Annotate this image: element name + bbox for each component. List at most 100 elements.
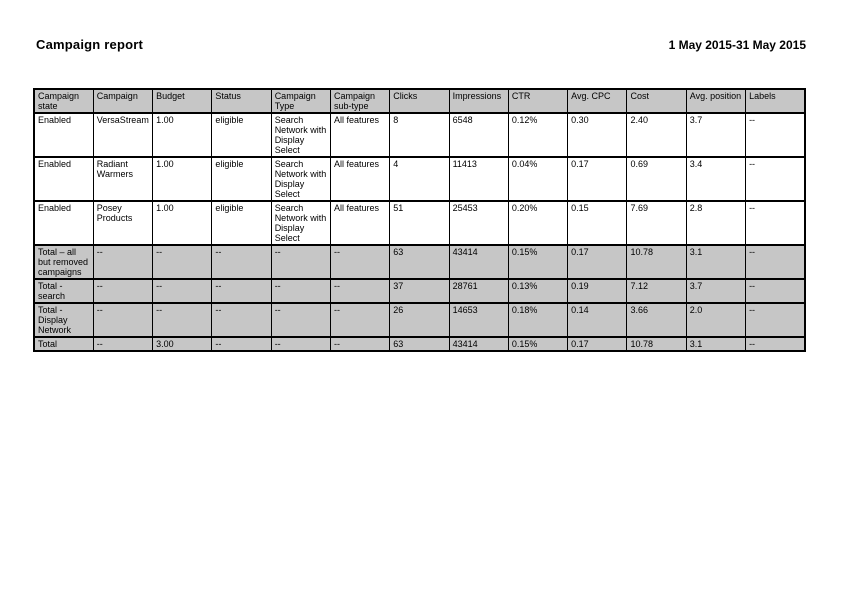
total-cell: 3.1 — [685, 244, 747, 280]
table-cell: -- — [745, 112, 806, 158]
total-cell: 43414 — [448, 336, 509, 352]
column-header: Impressions — [448, 88, 509, 114]
total-cell: -- — [211, 302, 272, 338]
table-cell: 7.69 — [626, 200, 687, 246]
column-header: Avg. position — [685, 88, 747, 114]
table-cell: eligible — [211, 200, 272, 246]
total-cell: 7.12 — [626, 278, 687, 304]
column-header: Labels — [745, 88, 806, 114]
total-cell: -- — [211, 278, 272, 304]
table-cell: 1.00 — [152, 112, 213, 158]
total-cell: 10.78 — [626, 244, 687, 280]
column-header: Clicks — [389, 88, 450, 114]
table-cell: 8 — [389, 112, 450, 158]
table-cell: eligible — [211, 156, 272, 202]
table-cell: 2.40 — [626, 112, 687, 158]
table-cell: 25453 — [448, 200, 509, 246]
table-header: Campaign state Campaign Budget Status Campai… — [33, 88, 806, 114]
column-header: Avg. CPC — [567, 88, 628, 114]
total-cell: Total - Display Network — [33, 302, 94, 338]
total-cell: 0.19 — [567, 278, 628, 304]
table-cell: Enabled — [33, 200, 94, 246]
table-cell: 51 — [389, 200, 450, 246]
total-cell: 2.0 — [685, 302, 747, 338]
total-cell: -- — [745, 244, 806, 280]
total-cell: 37 — [389, 278, 450, 304]
table-cell: Enabled — [33, 156, 94, 202]
table-cell: 0.69 — [626, 156, 687, 202]
total-cell: Total – all but removed campaigns — [33, 244, 94, 280]
table-cell: All features — [329, 200, 391, 246]
table-row: Enabled Radiant Warmers 1.00 eligible Search… — [33, 156, 806, 202]
total-row: Total - Display Network -- -- -- -- -- 26 14653… — [33, 302, 806, 338]
table-body: Enabled VersaStream 1.00 eligible Search Net… — [33, 112, 806, 352]
total-cell: Total - search — [33, 278, 94, 304]
table-cell: Search Network with Display Select — [270, 200, 331, 246]
column-header: CTR — [507, 88, 569, 114]
table-cell: 0.17 — [567, 156, 628, 202]
column-header: Campaign sub-type — [329, 88, 391, 114]
total-cell: 0.13% — [507, 278, 569, 304]
total-row: Total -- 3.00 -- -- -- 63 43414 0.15% 0.17 10.78 3.… — [33, 336, 806, 352]
total-cell: 0.15% — [507, 336, 569, 352]
total-cell: -- — [211, 336, 272, 352]
total-cell: 0.17 — [567, 244, 628, 280]
total-cell: 3.66 — [626, 302, 687, 338]
total-cell: -- — [152, 302, 213, 338]
total-cell: -- — [211, 244, 272, 280]
total-cell: -- — [329, 278, 391, 304]
total-cell: 26 — [389, 302, 450, 338]
total-cell: -- — [329, 302, 391, 338]
total-row: Total – all but removed campaigns -- -- -- -… — [33, 244, 806, 280]
table-cell: Posey Products — [92, 200, 154, 246]
total-cell: -- — [745, 302, 806, 338]
table-cell: -- — [745, 156, 806, 202]
column-header: Status — [211, 88, 272, 114]
header-row: Campaign state Campaign Budget Status Campai… — [33, 88, 806, 114]
table-cell: 1.00 — [152, 156, 213, 202]
table-cell: Search Network with Display Select — [270, 156, 331, 202]
total-cell: 63 — [389, 336, 450, 352]
table-row: Enabled VersaStream 1.00 eligible Search Net… — [33, 112, 806, 158]
table-row: Enabled Posey Products 1.00 eligible Search … — [33, 200, 806, 246]
table-cell: 0.30 — [567, 112, 628, 158]
total-cell: 0.17 — [567, 336, 628, 352]
total-cell: 3.00 — [152, 336, 213, 352]
table-cell: Radiant Warmers — [92, 156, 154, 202]
column-header: Campaign state — [33, 88, 94, 114]
total-cell: -- — [329, 336, 391, 352]
total-cell: 0.18% — [507, 302, 569, 338]
total-cell: 14653 — [448, 302, 509, 338]
date-range: 1 May 2015-31 May 2015 — [668, 38, 806, 52]
table-cell: 3.4 — [685, 156, 747, 202]
total-cell: -- — [745, 336, 806, 352]
table-cell: 11413 — [448, 156, 509, 202]
total-cell: 3.1 — [685, 336, 747, 352]
table-cell: Search Network with Display Select — [270, 112, 331, 158]
total-cell: 28761 — [448, 278, 509, 304]
column-header: Budget — [152, 88, 213, 114]
total-cell: -- — [745, 278, 806, 304]
table-cell: 4 — [389, 156, 450, 202]
table-cell: eligible — [211, 112, 272, 158]
total-cell: -- — [329, 244, 391, 280]
table-cell: 3.7 — [685, 112, 747, 158]
table-cell: 0.04% — [507, 156, 569, 202]
column-header: Campaign Type — [270, 88, 331, 114]
total-cell: -- — [92, 336, 154, 352]
table-cell: 6548 — [448, 112, 509, 158]
total-cell: Total — [33, 336, 94, 352]
table-cell: 1.00 — [152, 200, 213, 246]
total-cell: 10.78 — [626, 336, 687, 352]
total-cell: 0.15% — [507, 244, 569, 280]
total-cell: -- — [152, 278, 213, 304]
total-cell: -- — [92, 302, 154, 338]
table-cell: -- — [745, 200, 806, 246]
total-cell: 0.14 — [567, 302, 628, 338]
total-cell: -- — [270, 302, 331, 338]
column-header: Campaign — [92, 88, 154, 114]
table-cell: 0.15 — [567, 200, 628, 246]
column-header: Cost — [626, 88, 687, 114]
page-title: Campaign report — [36, 37, 144, 52]
